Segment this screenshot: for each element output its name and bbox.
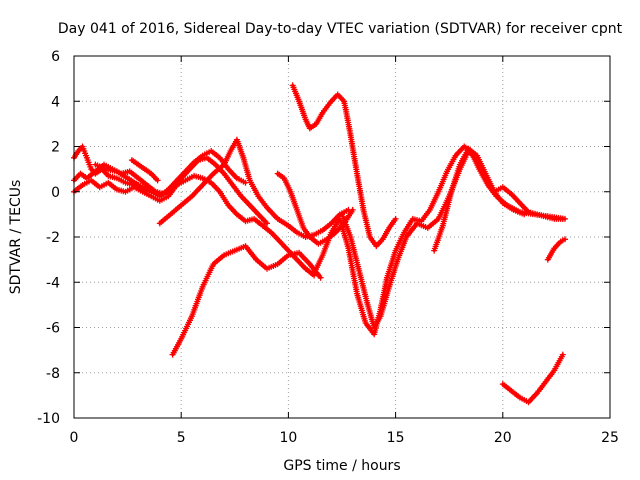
y-tick-label: 6: [51, 49, 60, 65]
series-arc-7: [169, 243, 324, 358]
y-tick-label: -10: [37, 411, 60, 427]
series-markers: [169, 243, 324, 358]
series-markers: [92, 161, 163, 197]
y-tick-label: 2: [51, 140, 60, 156]
series-markers: [289, 82, 399, 250]
series-markers: [431, 145, 566, 254]
x-tick-label: 0: [70, 430, 79, 446]
axis-ticks: 0 5 10 15 20 25 -10 -8 -6 -4 -2 0 2 4 6: [37, 49, 619, 446]
x-tick-label: 15: [387, 430, 405, 446]
series-arc-8: [274, 170, 356, 247]
x-tick-label: 5: [177, 430, 186, 446]
x-tick-label: 10: [279, 430, 297, 446]
chart-title: Day 041 of 2016, Sidereal Day-to-day VTE…: [58, 21, 623, 37]
series-markers: [544, 236, 568, 263]
y-tick-label: -2: [46, 230, 60, 246]
y-axis-label: SDTVAR / TECUs: [8, 180, 24, 295]
series-arc-6: [156, 136, 352, 240]
series-markers: [156, 136, 352, 240]
series-arc-12: [431, 145, 566, 254]
x-tick-label: 20: [494, 430, 512, 446]
y-tick-label: 4: [51, 94, 60, 110]
series-arc-9: [289, 82, 399, 250]
series-arc-11: [339, 148, 528, 331]
y-tick-label: -4: [46, 275, 60, 291]
x-tick-label: 25: [601, 430, 619, 446]
x-axis-label: GPS time / hours: [283, 458, 400, 474]
series-arc-5: [128, 157, 161, 184]
series-arc-4: [92, 161, 163, 197]
series-arc-13: [499, 351, 566, 406]
series-markers: [339, 148, 528, 331]
y-tick-label: -6: [46, 321, 60, 337]
series-markers: [499, 351, 566, 406]
grid-lines: [74, 56, 610, 418]
data-series: [71, 82, 568, 406]
y-tick-label: 0: [51, 185, 60, 201]
y-tick-label: -8: [46, 366, 60, 382]
series-arc-14: [544, 236, 568, 263]
series-markers: [128, 157, 161, 184]
